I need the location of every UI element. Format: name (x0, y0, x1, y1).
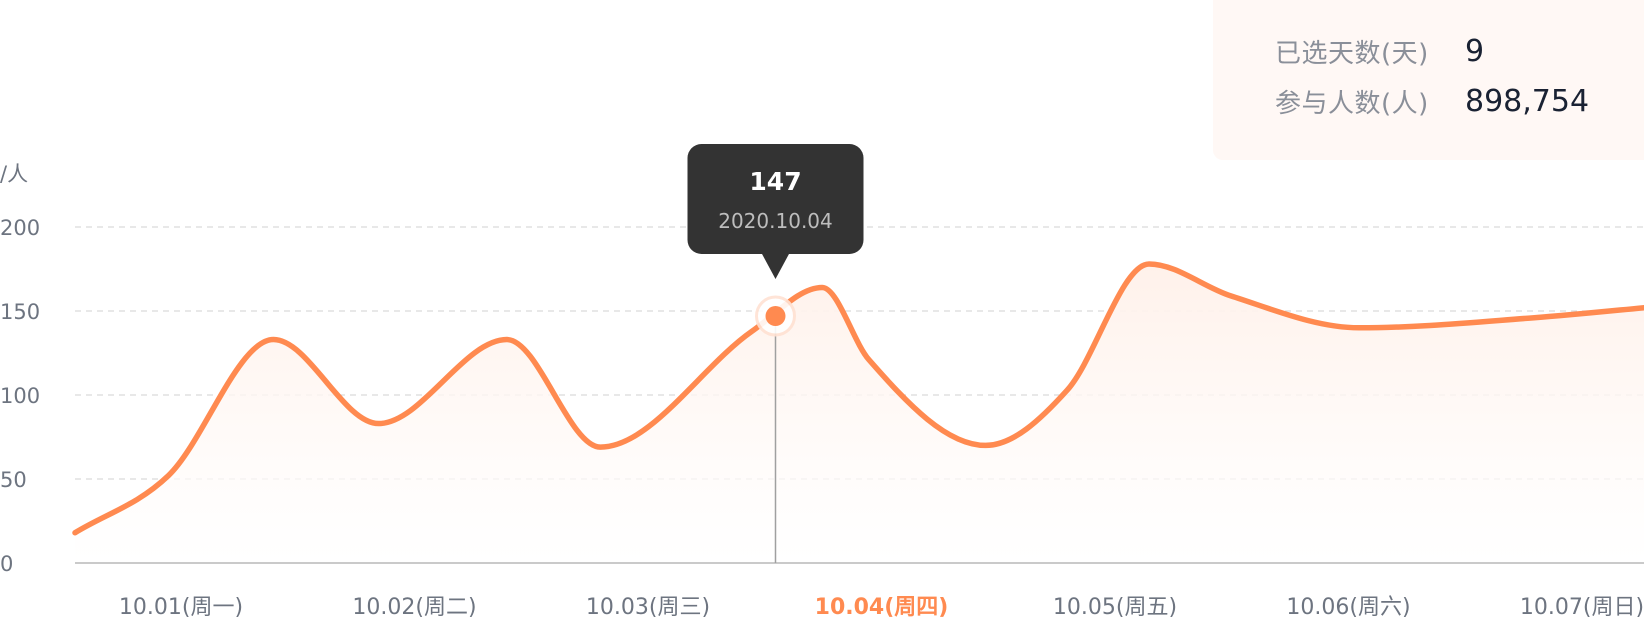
tooltip: 147 2020.10.04 (687, 144, 864, 279)
area-layer (75, 263, 1644, 563)
tooltip-pointer (761, 253, 790, 279)
tooltip-value: 147 (749, 167, 801, 196)
y-tick-label: 50 (0, 468, 27, 492)
summary-days-label: 已选天数(天) (1275, 38, 1429, 69)
summary-people-label: 参与人数(人) (1275, 88, 1429, 119)
tooltip-box (687, 144, 864, 254)
summary-days-value: 9 (1465, 33, 1485, 69)
x-axis-labels: 10.01(周一) 10.02(周二) 10.03(周三) 10.04(周四) 10.0… (119, 595, 1644, 620)
y-tick-label: 0 (0, 552, 13, 576)
tooltip-layer: 147 2020.10.04 (687, 144, 864, 563)
summary-days-row: 已选天数(天) 9 (1275, 31, 1484, 71)
highlight-point (765, 306, 786, 327)
x-tick-label: 10.02(周二) (352, 595, 476, 620)
x-tick-label: 10.05(周五) (1053, 595, 1177, 620)
x-tick-label: 10.06(周六) (1286, 595, 1410, 620)
x-tick-label: 10.04(周四) (815, 595, 949, 620)
line-layer (72, 261, 1644, 536)
x-tick-label: 10.07(周日) (1520, 595, 1644, 620)
x-tick-label: 10.03(周三) (586, 595, 710, 620)
summary-panel: 已选天数(天) 9 参与人数(人) 898,754 (1213, 0, 1644, 160)
y-tick-label: 200 (0, 216, 40, 240)
y-axis-unit-label: /人 (0, 162, 28, 186)
y-tick-label: 150 (0, 300, 40, 324)
summary-people-row: 参与人数(人) 898,754 (1275, 81, 1589, 121)
tooltip-date: 2020.10.04 (718, 209, 833, 233)
summary-people-value: 898,754 (1465, 83, 1590, 119)
series-area (75, 263, 1644, 563)
x-tick-label: 10.01(周一) (119, 595, 243, 620)
series-line (72, 261, 1644, 536)
y-tick-label: 100 (0, 384, 40, 408)
axis-layer: /人 0 50 100 150 200 (0, 162, 1644, 576)
